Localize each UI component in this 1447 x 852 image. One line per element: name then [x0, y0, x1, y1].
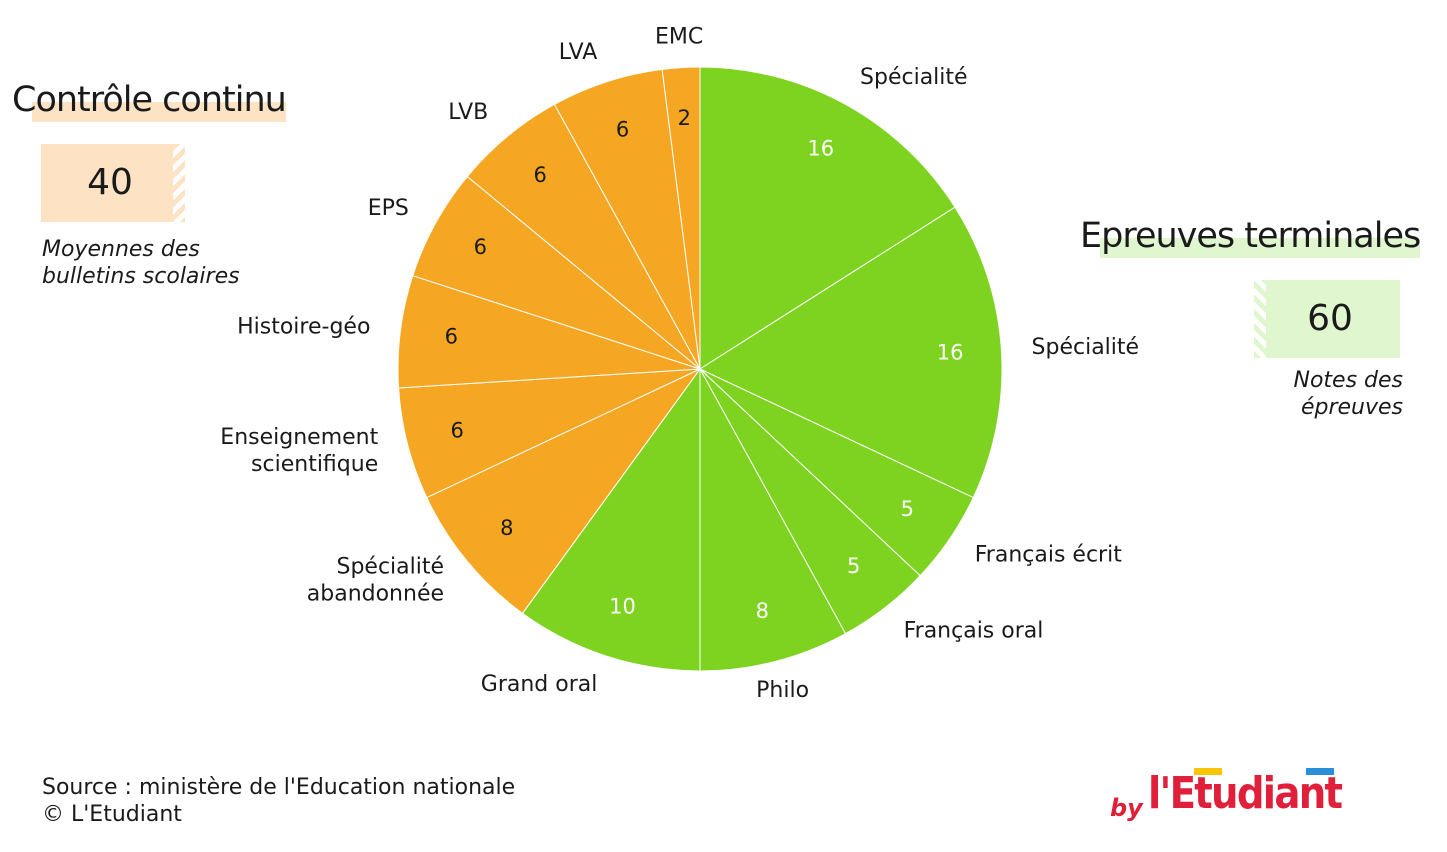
slice-category-label-line: Spécialité: [860, 65, 968, 90]
source-note: Source : ministère de l'Education nation…: [42, 774, 515, 828]
note-line: Notes des: [1293, 368, 1404, 393]
epreuves-terminales-note: Notes des épreuves: [1240, 367, 1404, 421]
controle-continu-title-text: Contrôle continu: [12, 80, 287, 120]
slice-category-label: EMC: [655, 24, 703, 49]
slice-value-label: 10: [609, 594, 636, 618]
slice-value-label: 8: [500, 516, 513, 540]
letudiant-logo: by l'Etudiant: [1110, 766, 1350, 830]
slice-category-label-line: LVA: [559, 40, 598, 65]
slice-category-label-line: Histoire-géo: [237, 314, 370, 339]
slice-category-label: Français écrit: [975, 543, 1122, 568]
slice-category-label: Enseignement scientifique: [220, 425, 378, 477]
slice-category-label-line: abandonnée: [307, 581, 444, 606]
slice-category-label-line: Philo: [756, 678, 809, 703]
slice-value-label: 6: [445, 325, 458, 349]
slice-value-label: 5: [901, 497, 914, 521]
epreuves-terminales-value-tag: 60: [1254, 280, 1400, 358]
slice-category-label: Histoire-géo: [237, 314, 370, 339]
slice-category-label-line: scientifique: [251, 452, 378, 477]
slice-category-label: LVA: [559, 40, 598, 65]
slice-category-label-line: Spécialité: [1032, 335, 1140, 360]
slice-category-label-line: Grand oral: [481, 672, 598, 697]
note-line: épreuves: [1300, 395, 1403, 420]
slice-value-label: 16: [937, 340, 964, 364]
source-text: Source : ministère de l'Education nation…: [42, 775, 516, 800]
epreuves-terminales-title: Epreuves terminales: [1080, 216, 1421, 258]
controle-continu-value-tag: 40: [41, 144, 185, 222]
slice-category-label: Français oral: [904, 618, 1044, 643]
slice-category-label: LVB: [448, 100, 488, 125]
logo-by: by: [1110, 794, 1143, 822]
logo-yellow-bar: [1194, 768, 1222, 775]
slice-value-label: 6: [451, 418, 464, 442]
pie-slice-6: [426, 368, 701, 615]
epreuves-terminales-title-text: Epreuves terminales: [1080, 216, 1421, 256]
pie-slice-4: [699, 368, 847, 672]
note-line: Moyennes des: [42, 237, 200, 262]
slice-value-label: 8: [756, 599, 769, 623]
slice-value-label: 6: [616, 118, 629, 142]
slice-category-label-line: Spécialité: [336, 554, 444, 579]
logo-word: l'Etudiant: [1148, 768, 1343, 819]
slice-category-label-line: Enseignement: [220, 425, 378, 450]
slice-value-label: 5: [847, 554, 860, 578]
slice-category-label-line: EPS: [368, 196, 409, 221]
slice-value-label: 16: [807, 136, 834, 160]
controle-continu-value: 40: [87, 162, 133, 203]
slice-category-label-line: Français écrit: [975, 543, 1122, 568]
note-line: bulletins scolaires: [42, 264, 240, 289]
slice-category-label-line: Français oral: [904, 618, 1044, 643]
slice-category-label: Spécialité: [860, 65, 968, 90]
epreuves-terminales-value: 60: [1307, 298, 1353, 339]
pie-slice-5: [521, 367, 701, 672]
slice-category-label-line: LVB: [448, 100, 488, 125]
slice-category-label: Grand oral: [481, 672, 598, 697]
slice-category-label: Spécialité: [1032, 335, 1140, 360]
slice-category-label-line: EMC: [655, 24, 703, 49]
slice-category-label: Spécialité abandonnée: [307, 554, 444, 606]
slice-category-label: EPS: [368, 196, 409, 221]
controle-continu-note: Moyennes des bulletins scolaires: [42, 236, 272, 290]
pie-slice-1: [698, 206, 1003, 499]
pie-slice-12: [661, 66, 701, 370]
slice-value-label: 2: [678, 106, 691, 130]
logo-blue-bar: [1306, 768, 1334, 775]
slice-category-label: Philo: [756, 678, 809, 703]
copyright-text: © L'Etudiant: [42, 802, 182, 827]
pie-slice-0: [699, 66, 956, 370]
controle-continu-title: Contrôle continu: [12, 80, 287, 122]
slice-value-label: 6: [534, 163, 547, 187]
slice-value-label: 6: [474, 235, 487, 259]
